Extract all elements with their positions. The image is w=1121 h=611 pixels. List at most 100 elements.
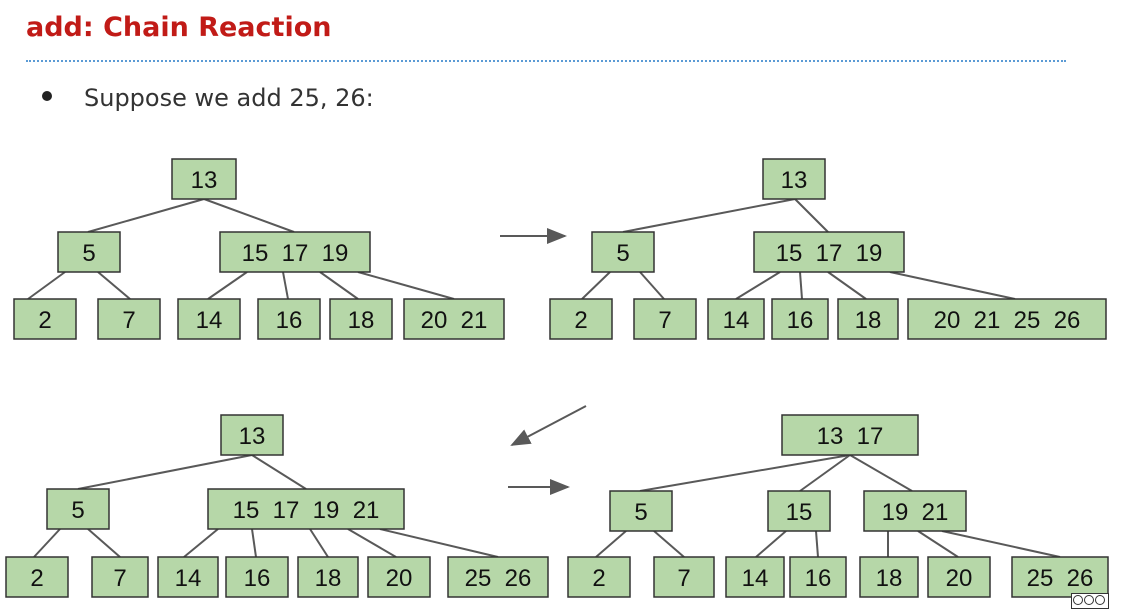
edge [799, 454, 851, 492]
tree-node [46, 488, 110, 530]
edge [251, 454, 307, 490]
tree-node [609, 490, 673, 532]
edge [357, 271, 455, 300]
node-label: 2 [30, 565, 43, 592]
tree-node [367, 556, 431, 598]
node-label: 14 [723, 307, 750, 334]
tree-node [207, 488, 405, 530]
tree-node [837, 298, 899, 340]
tree-node [907, 298, 1107, 340]
node-label: 7 [113, 565, 126, 592]
tree-node [1011, 556, 1109, 598]
node-label: 5 [634, 499, 647, 526]
title-divider [26, 60, 1066, 62]
node-label: 19 21 [882, 499, 949, 526]
tree-node [767, 490, 831, 532]
edge [755, 530, 787, 558]
edge [282, 271, 289, 300]
node-label: 15 17 19 21 [233, 497, 380, 524]
edge [794, 198, 829, 233]
node-label: 15 [786, 499, 813, 526]
edge [87, 528, 121, 558]
node-label: 5 [616, 240, 629, 267]
slide-title: add: Chain Reaction [26, 12, 332, 43]
tree-node [549, 298, 613, 340]
node-label: 15 17 19 [776, 240, 883, 267]
tree-node [863, 490, 967, 532]
edge [849, 454, 913, 492]
edge [27, 271, 66, 300]
tree-2: 13 5 15 17 19 2 7 14 16 18 20 21 25 26 [549, 158, 1107, 340]
tree-4: 13 17 5 15 19 21 2 7 14 16 18 20 25 26 [567, 414, 1109, 598]
tree-node [707, 298, 765, 340]
edge [639, 454, 851, 492]
edge [87, 198, 205, 233]
tree-node [789, 556, 847, 598]
node-label: 14 [175, 565, 202, 592]
tree-node [771, 298, 829, 340]
edge [735, 271, 781, 300]
node-label: 25 26 [1027, 565, 1094, 592]
tree-node [97, 298, 161, 340]
edge [917, 530, 959, 558]
tree-node [329, 298, 393, 340]
edge [183, 528, 219, 558]
node-label: 20 21 25 26 [934, 307, 1081, 334]
tree-node [927, 556, 991, 598]
edge [639, 271, 665, 300]
arrow-down-left-icon [510, 405, 587, 446]
node-label: 7 [658, 307, 671, 334]
node-label: 16 [805, 565, 832, 592]
edge [97, 271, 131, 300]
edge [319, 271, 359, 300]
tree-node [725, 556, 785, 598]
node-label: 5 [82, 240, 95, 267]
edge [941, 530, 1061, 558]
node-label: 16 [244, 565, 271, 592]
tree-node [5, 556, 69, 598]
node-label: 20 [946, 565, 973, 592]
tree-1: 13 5 15 17 19 2 7 14 16 18 20 21 [13, 158, 505, 340]
tree-node [13, 298, 77, 340]
tree-node [91, 556, 149, 598]
node-label: 7 [122, 307, 135, 334]
node-label: 18 [876, 565, 903, 592]
edge [77, 454, 253, 490]
node-label: 18 [855, 307, 882, 334]
node-label: 5 [71, 497, 84, 524]
tree-node [220, 414, 284, 456]
bullet-icon [42, 91, 52, 101]
node-label: 25 26 [465, 565, 532, 592]
tree-node [781, 414, 919, 456]
edge [203, 198, 295, 233]
cc-by-nc-sa-icon[interactable] [1071, 593, 1109, 609]
node-label: 14 [742, 565, 769, 592]
edge [251, 528, 257, 558]
edge [653, 530, 685, 558]
tree-node [57, 231, 121, 273]
node-label: 13 [781, 167, 808, 194]
node-label: 15 17 19 [242, 240, 349, 267]
node-label: 20 [386, 565, 413, 592]
edge [309, 528, 329, 558]
node-label: 20 21 [421, 307, 488, 334]
node-label: 13 [239, 423, 266, 450]
node-label: 16 [276, 307, 303, 334]
tree-node [157, 556, 219, 598]
tree-node [653, 556, 715, 598]
node-label: 2 [592, 565, 605, 592]
node-label: 2 [38, 307, 51, 334]
edge [815, 530, 819, 558]
bullet-point: Suppose we add 25, 26: [42, 84, 374, 112]
tree-node [297, 556, 359, 598]
node-label: 18 [315, 565, 342, 592]
edge [581, 271, 611, 300]
edge [889, 271, 1016, 300]
edge [347, 528, 397, 558]
tree-node [177, 298, 241, 340]
tree-3: 13 5 15 17 19 21 2 7 14 16 18 20 25 26 [5, 414, 549, 598]
node-label: 14 [196, 307, 223, 334]
tree-node [219, 231, 371, 273]
tree-node [567, 556, 631, 598]
